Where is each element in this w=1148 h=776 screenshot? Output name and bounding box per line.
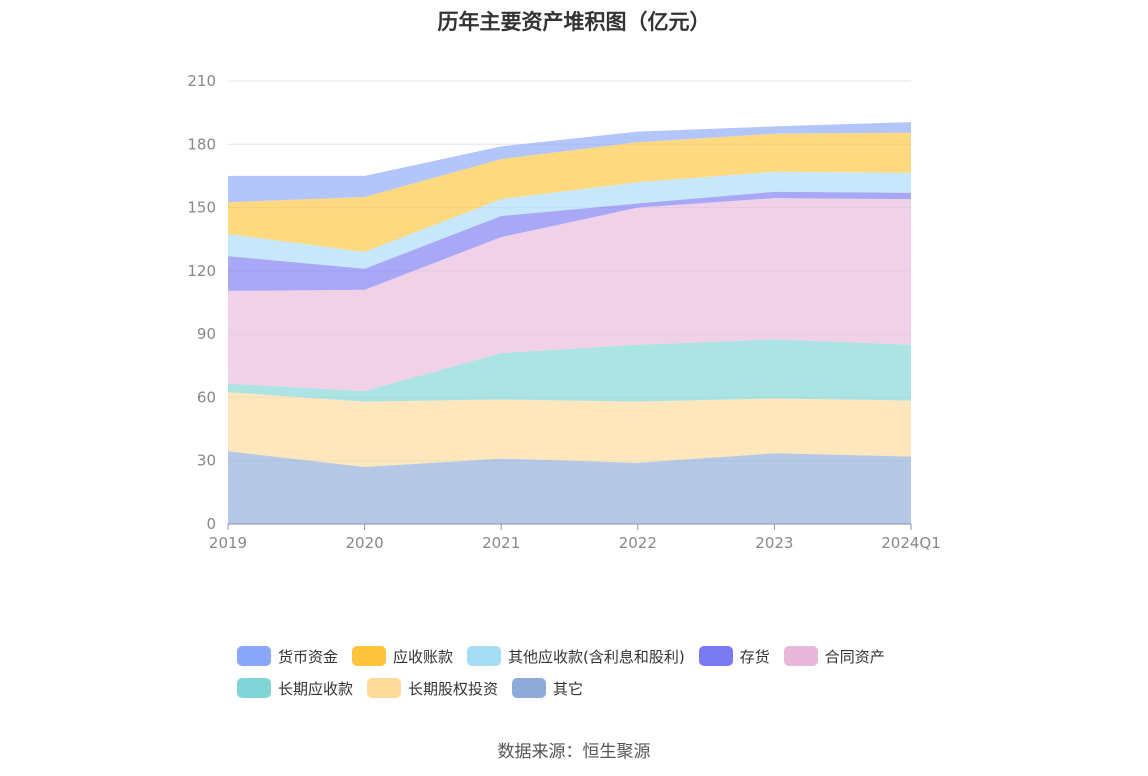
legend-item-存货[interactable]: 存货 xyxy=(698,646,770,667)
legend-item-其它[interactable]: 其它 xyxy=(512,678,583,699)
legend-label: 应收账款 xyxy=(393,647,454,666)
x-tick-label: 2022 xyxy=(619,534,657,552)
axes: 0 30 60 90 120 150 180 210 2019 2020 2021 2022 2023 2… xyxy=(187,72,940,552)
area-series-5[interactable] xyxy=(228,171,911,269)
stacked-areas xyxy=(228,122,911,524)
area-series-4[interactable] xyxy=(228,191,911,291)
legend-item-合同资产[interactable]: 合同资产 xyxy=(783,646,885,667)
legend-swatch xyxy=(237,678,271,698)
x-tick-label: 2020 xyxy=(346,534,384,552)
legend-swatch xyxy=(367,678,402,698)
x-tick-label: 2023 xyxy=(755,534,793,552)
legend-swatch xyxy=(512,678,547,698)
area-series-1[interactable] xyxy=(228,392,911,467)
legend-label: 其他应收款(含利息和股利) xyxy=(508,647,685,666)
chart-plot: 0 30 60 90 120 150 180 210 2019 2020 2021 2022 2023 2… xyxy=(187,72,940,552)
y-tick-label: 90 xyxy=(197,325,216,343)
y-tick-label: 0 xyxy=(206,515,216,533)
legend-label: 长期应收款 xyxy=(278,679,354,698)
y-tick-label: 180 xyxy=(187,135,216,153)
chart-title: 历年主要资产堆积图（亿元） xyxy=(437,10,711,34)
x-tick-label: 2019 xyxy=(209,534,247,552)
legend: 货币资金 应收账款 其他应收款(含利息和股利) 存货 合同资产 长期应收款 长期… xyxy=(237,640,937,704)
y-tick-label: 120 xyxy=(187,262,216,280)
x-tick-label: 2024Q1 xyxy=(881,534,941,552)
legend-item-其他应收款[interactable]: 其他应收款(含利息和股利) xyxy=(467,646,685,667)
legend-swatch xyxy=(783,646,818,666)
area-series-3[interactable] xyxy=(228,198,911,392)
y-tick-label: 30 xyxy=(197,452,216,470)
area-series-6[interactable] xyxy=(228,132,911,252)
y-tick-label: 150 xyxy=(187,199,216,217)
legend-item-长期应收款[interactable]: 长期应收款 xyxy=(237,678,353,699)
legend-label: 长期股权投资 xyxy=(408,679,499,698)
legend-item-长期股权投资[interactable]: 长期股权投资 xyxy=(367,678,498,699)
legend-swatch xyxy=(237,646,271,666)
source-note: 数据来源：恒生聚源 xyxy=(497,742,651,762)
legend-swatch xyxy=(698,646,733,666)
legend-label: 货币资金 xyxy=(278,647,339,666)
legend-label: 存货 xyxy=(739,647,770,666)
legend-label: 其它 xyxy=(553,679,584,698)
y-tick-label: 210 xyxy=(187,72,216,90)
area-series-7[interactable] xyxy=(228,122,911,203)
area-series-2[interactable] xyxy=(228,339,911,402)
x-tick-label: 2021 xyxy=(482,534,520,552)
legend-item-应收账款[interactable]: 应收账款 xyxy=(352,646,453,667)
legend-swatch xyxy=(467,646,502,666)
legend-label: 合同资产 xyxy=(824,647,885,666)
area-series-0[interactable] xyxy=(228,451,911,524)
legend-row-1: 货币资金 应收账款 其他应收款(含利息和股利) 存货 合同资产 xyxy=(237,640,937,672)
legend-row-2: 长期应收款 长期股权投资 其它 xyxy=(237,672,937,704)
legend-swatch xyxy=(352,646,387,666)
y-tick-label: 60 xyxy=(197,388,216,406)
legend-item-货币资金[interactable]: 货币资金 xyxy=(237,646,338,667)
